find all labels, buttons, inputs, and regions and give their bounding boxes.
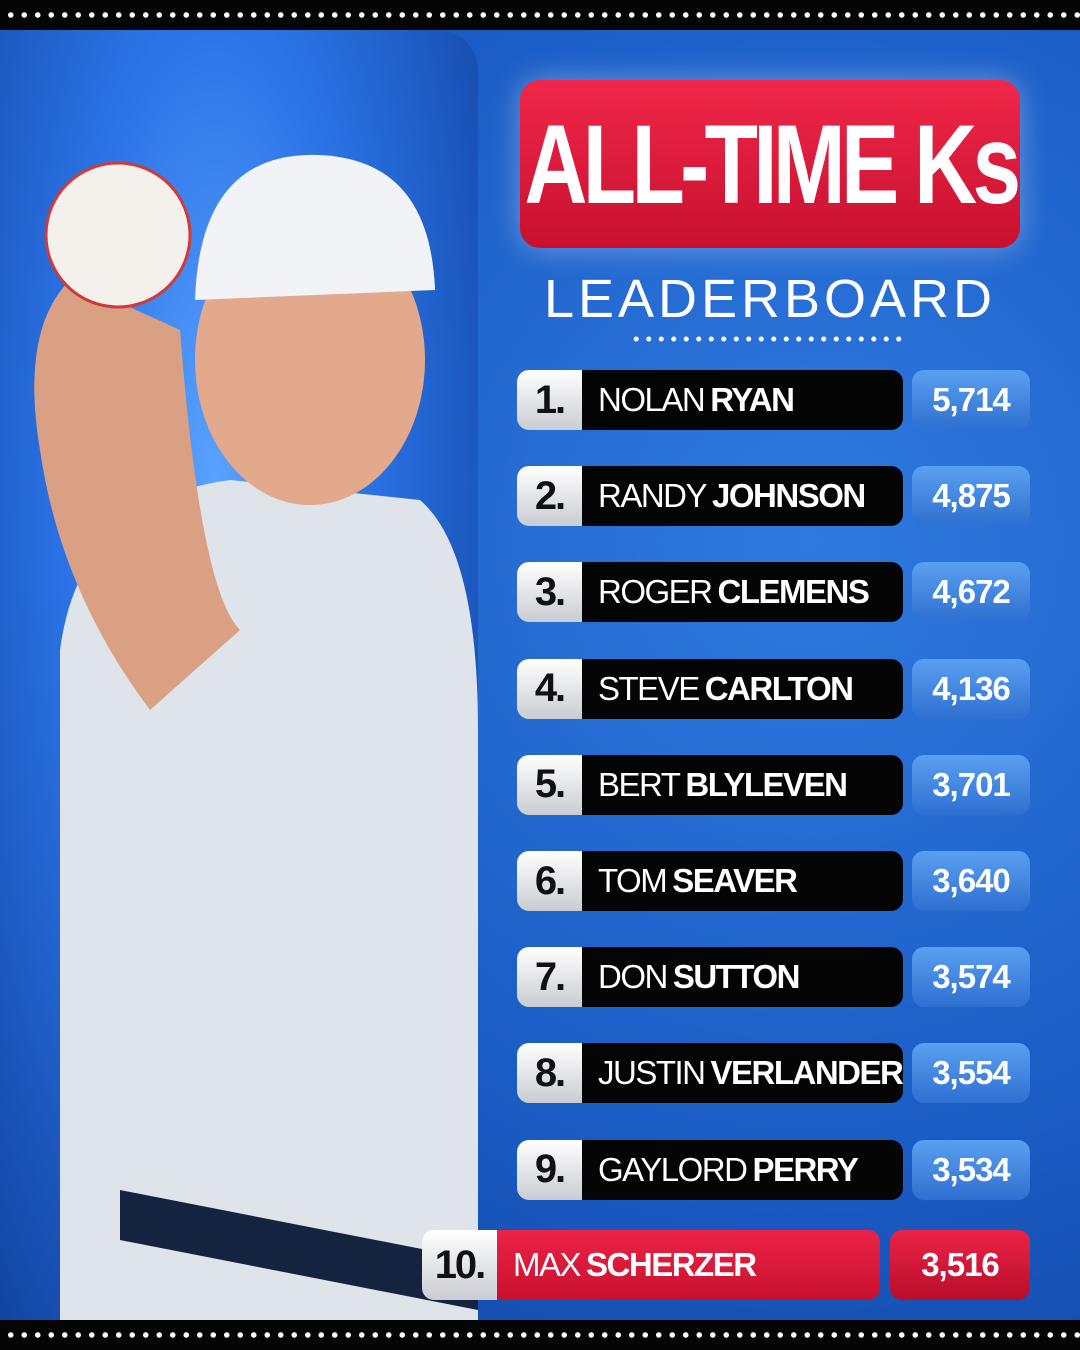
strikeouts: 4,672: [912, 562, 1030, 623]
first-name: NOLAN: [598, 381, 706, 418]
strikeouts: 3,574: [912, 947, 1030, 1008]
player-name: NOLAN RYAN: [582, 370, 903, 430]
strikeouts: 3,554: [912, 1043, 1030, 1104]
title-box: ALL-TIME Ks: [520, 80, 1021, 248]
rank: 9.: [517, 1139, 582, 1200]
first-name: BERT: [598, 765, 681, 803]
title: ALL-TIME Ks: [523, 101, 1021, 227]
rank: 1.: [517, 370, 582, 430]
rank: 10.: [422, 1230, 497, 1300]
strikeouts: 3,534: [912, 1139, 1030, 1200]
last-name: JOHNSON: [712, 477, 866, 515]
last-name: SCHERZER: [586, 1246, 757, 1283]
rank: 7.: [517, 947, 582, 1008]
player-name: ROGER CLEMENS: [582, 562, 903, 623]
first-name: RANDY: [598, 477, 708, 515]
first-name: DON: [598, 958, 668, 996]
subtitle: LEADERBOARD: [543, 269, 997, 329]
strikeouts: 3,516: [890, 1230, 1030, 1300]
player-illustration: [34, 154, 478, 1320]
last-name: RYAN: [710, 381, 795, 418]
player-name: STEVE CARLTON: [582, 658, 903, 719]
first-name: MAX: [513, 1246, 582, 1283]
rank: 3.: [517, 562, 582, 623]
strikeouts: 3,640: [912, 851, 1030, 911]
bottom-dot-band: [0, 1320, 1080, 1350]
first-name: JUSTIN: [598, 1054, 706, 1092]
first-name: ROGER: [598, 573, 713, 611]
top-dot-band: [0, 0, 1080, 30]
last-name: SEAVER: [672, 862, 798, 899]
player-name: GAYLORD PERRY: [582, 1139, 903, 1200]
rank: 8.: [517, 1043, 582, 1104]
player-name: MAX SCHERZER: [497, 1230, 880, 1300]
strikeouts: 4,136: [912, 658, 1030, 719]
rank: 2.: [517, 466, 582, 527]
player-name: DON SUTTON: [582, 947, 903, 1008]
rank: 4.: [517, 658, 582, 719]
player-name: BERT BLYLEVEN: [582, 754, 903, 815]
player-name: TOM SEAVER: [582, 851, 903, 911]
last-name: BLYLEVEN: [685, 765, 848, 803]
dot-divider: [630, 335, 905, 343]
baseball: [44, 161, 192, 309]
player-name: RANDY JOHNSON: [582, 466, 903, 527]
player-photo: [0, 30, 478, 1320]
player-name: JUSTIN VERLANDER: [582, 1043, 904, 1104]
belt: [120, 1190, 478, 1310]
rank: 6.: [517, 851, 582, 911]
strikeouts: 3,701: [912, 754, 1030, 815]
first-name: GAYLORD: [598, 1150, 748, 1188]
last-name: VERLANDER: [710, 1054, 904, 1092]
arm: [34, 280, 241, 710]
cap: [195, 154, 435, 300]
rank: 5.: [517, 754, 582, 815]
first-name: STEVE: [598, 669, 700, 707]
last-name: SUTTON: [672, 958, 801, 996]
strikeouts: 4,875: [912, 466, 1030, 527]
strikeouts: 5,714: [912, 370, 1030, 430]
last-name: CLEMENS: [717, 573, 870, 611]
last-name: CARLTON: [704, 669, 854, 707]
last-name: PERRY: [752, 1150, 858, 1188]
first-name: TOM: [598, 862, 668, 899]
